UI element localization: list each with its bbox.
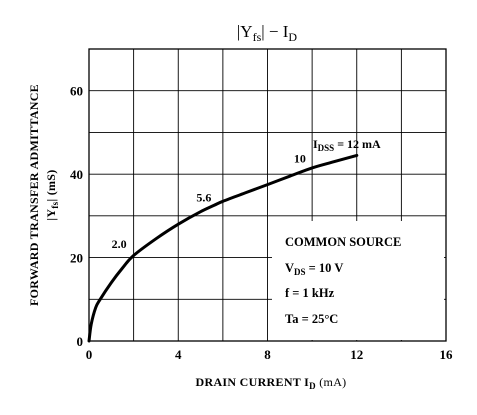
y-tick-label: 0 (77, 334, 84, 349)
plot-frame (88, 48, 447, 342)
yfs-curve (87, 153, 359, 343)
x-tick-label: 8 (264, 347, 271, 362)
y-tick-label: 40 (70, 167, 83, 182)
y-tick-label: 60 (70, 84, 83, 99)
condition-line: Ta = 25°C (285, 312, 338, 326)
point-label: 2.0 (112, 237, 127, 251)
x-tick-label: 0 (86, 347, 93, 362)
idss-label: IDSS = 12 mA (313, 137, 381, 153)
point-label: 10 (294, 151, 306, 165)
conditions: COMMON SOURCE VDS = 10 V f = 1 kHz Ta = … (285, 235, 401, 326)
conditions-box (272, 221, 444, 340)
y-axis-label-line1: FORWARD TRANSFER ADMITTANCE (27, 84, 41, 306)
condition-line: COMMON SOURCE (285, 235, 401, 249)
point-label: 5.6 (196, 191, 211, 205)
chart-title: |Yfs| − ID (237, 22, 298, 44)
tick-labels: 0 4 8 12 16 0 20 40 60 (70, 84, 453, 362)
y-tick-label: 20 (70, 251, 83, 266)
y-axis-label-line2: |Yfs| (mS) (44, 169, 60, 220)
x-tick-label: 4 (175, 347, 182, 362)
x-axis-label: DRAIN CURRENT ID (mA) (196, 375, 347, 391)
curve-layer (87, 153, 359, 343)
x-tick-label: 16 (440, 347, 454, 362)
point-labels: 2.0 5.6 10 (112, 151, 306, 251)
x-tick-label: 12 (350, 347, 363, 362)
y-axis-label: FORWARD TRANSFER ADMITTANCE |Yfs| (mS) (27, 84, 60, 306)
condition-line: f = 1 kHz (285, 286, 335, 300)
grid (89, 49, 446, 341)
condition-line: VDS = 10 V (285, 261, 343, 277)
